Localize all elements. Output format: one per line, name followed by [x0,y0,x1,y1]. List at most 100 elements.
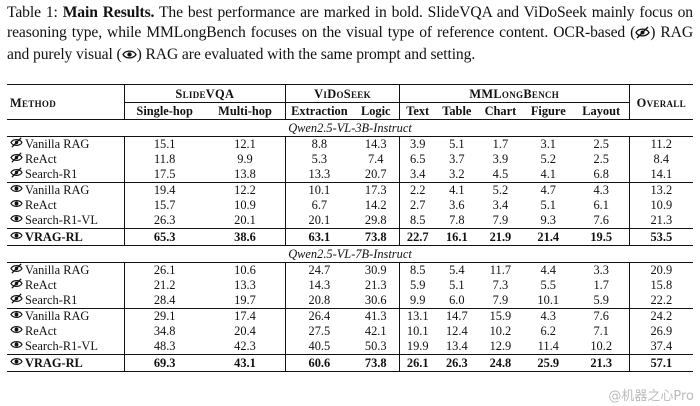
value-cell: 3.6 [449,198,465,212]
eye-slash-icon [10,137,23,152]
value-cell: 5.5 [540,278,557,292]
section-row: Qwen2.5-VL-7B-Instruct [7,245,693,263]
value-cell: 11.7 [489,263,512,277]
value-cell: 10.1 [537,293,560,307]
best-result-row: VRAG-RL 65.3 38.6 63.1 73.8 22.7 16.1 21.9 21.4 1… [7,228,693,246]
value-cell: 6.8 [593,167,609,181]
value-cell: 30.6 [364,293,387,307]
value-cell: 28.4 [123,293,205,309]
table-caption: Table 1: Main Results. The best performa… [7,3,693,67]
value-cell: 5.3 [285,152,353,167]
value-cell: 13.1 [398,308,436,324]
value-cell: 3.4 [398,167,436,183]
table-row: ReAct 15.7 10.9 6.7 14.2 2.7 3.6 3.4 5.1 6.1 10.9 [7,198,693,213]
col-chart: Chart [484,103,517,118]
value-cell: 19.7 [234,293,256,307]
value-cell: 10.6 [234,263,256,277]
value-cell: 14.7 [445,309,468,323]
eye-slash-icon [10,152,23,167]
value-cell: 4.3 [540,309,557,323]
value-cell: 6.0 [449,293,465,307]
table-row: ReAct 34.8 20.4 27.5 42.1 10.1 12.4 10.2 6.2 7.1 2… [7,324,693,339]
value-cell: 2.2 [398,182,436,198]
value-cell: 38.6 [234,229,256,244]
overall-header: Overall [628,84,693,120]
value-cell: 3.9 [398,136,436,152]
value-cell: 37.4 [628,339,693,355]
method-name: Vanilla RAG [25,137,90,151]
value-cell: 63.1 [285,228,353,246]
value-cell: 5.1 [449,278,465,292]
value-cell: 1.7 [593,278,609,292]
value-cell: 7.6 [593,309,609,323]
value-cell: 4.5 [492,167,509,181]
value-cell: 19.5 [590,229,613,244]
value-cell: 16.1 [445,229,468,244]
method-name: Vanilla RAG [25,183,90,197]
value-cell: 3.2 [449,167,465,181]
eye-icon [10,356,23,371]
table-row: Vanilla RAG 19.4 12.2 10.1 17.3 2.2 4.1 5.2 4.7 4… [7,182,693,198]
value-cell: 4.1 [449,183,465,197]
eye-slash-icon [10,167,23,182]
value-cell: 2.5 [593,152,609,166]
section-row: Qwen2.5-VL-3B-Instruct [7,119,693,137]
eye-icon [10,198,23,213]
value-cell: 11.8 [123,152,205,167]
section-title: Qwen2.5-VL-7B-Instruct [288,246,412,261]
method-cell: Search-R1 [7,293,124,309]
value-cell: 13.8 [234,167,256,181]
value-cell: 21.9 [489,229,512,244]
value-cell: 14.1 [628,167,693,183]
value-cell: 2.5 [593,137,609,151]
table-row: Vanilla RAG 15.1 12.1 8.8 14.3 3.9 5.1 1.7 3.1 2.… [7,136,693,153]
value-cell: 9.9 [398,293,436,309]
method-cell: VRAG-RL [7,355,124,372]
value-cell: 22.7 [398,228,436,246]
value-cell: 5.1 [540,198,557,212]
table-body: Qwen2.5-VL-3B-Instruct Vanilla RAG 15.1 12.… [7,119,693,372]
value-cell: 29.8 [364,213,387,227]
method-cell: Vanilla RAG [7,137,124,153]
results-table: Method SlideVQA ViDoSeek MMLongBench Ove… [7,84,693,372]
value-cell: 13.3 [285,167,353,183]
method-name: VRAG-RL [25,355,83,370]
value-cell: 21.3 [364,278,387,292]
col-extraction: Extraction [285,102,353,120]
value-cell: 15.1 [123,136,205,152]
value-cell: 19.4 [123,182,205,198]
value-cell: 5.9 [398,278,436,293]
value-cell: 24.7 [285,262,353,278]
value-cell: 9.3 [540,213,557,227]
value-cell: 25.9 [537,355,560,370]
value-cell: 27.5 [285,324,353,339]
table-row: Vanilla RAG 29.1 17.4 26.4 41.3 13.1 14.7 15.9 4… [7,308,693,324]
value-cell: 34.8 [123,324,205,339]
value-cell: 26.4 [285,308,353,324]
value-cell: 7.9 [492,293,509,307]
method-name: Search-R1 [25,293,78,307]
method-name: ReAct [25,198,57,212]
method-name: ReAct [25,278,57,292]
method-cell: ReAct [7,198,124,213]
value-cell: 12.1 [234,137,256,151]
value-cell: 3.1 [540,137,557,151]
eye-slash-icon [10,293,23,308]
table-row: ReAct 11.8 9.9 5.3 7.4 6.5 3.7 3.9 5.2 2.5 8.4 [7,152,693,167]
value-cell: 20.9 [628,262,693,278]
value-cell: 12.2 [234,183,256,197]
value-cell: 73.8 [364,229,387,244]
eye-icon [10,309,23,324]
value-cell: 20.7 [364,167,387,181]
value-cell: 15.9 [489,309,512,323]
value-cell: 6.5 [398,152,436,167]
value-cell: 21.3 [628,213,693,229]
value-cell: 9.9 [237,152,253,166]
value-cell: 1.7 [492,137,509,151]
value-cell: 8.4 [628,152,693,167]
value-cell: 10.2 [590,339,613,353]
col-logic: Logic [360,103,391,118]
eye-slash-icon [10,278,23,293]
value-cell: 15.7 [123,198,205,213]
caption-label: Table 1: [7,4,58,21]
